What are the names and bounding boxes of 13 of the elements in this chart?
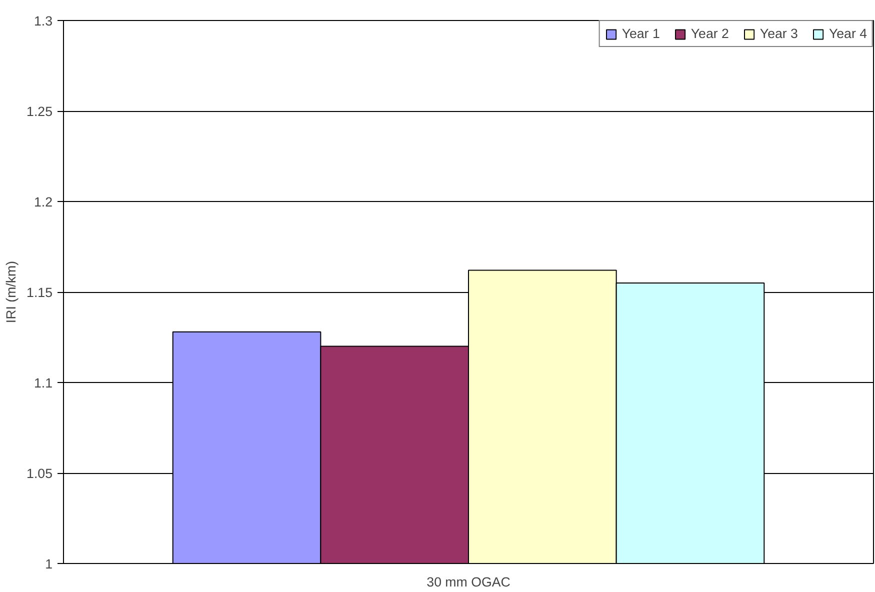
legend-label: Year 3 — [760, 26, 798, 41]
y-tick-label: 1.05 — [26, 466, 53, 481]
y-tick-label: 1 — [45, 556, 53, 572]
x-tick-label: 30 mm OGAC — [426, 574, 511, 590]
legend-label: Year 1 — [622, 26, 660, 41]
y-tick-label: 1.3 — [34, 14, 53, 28]
y-tick-label: 1.1 — [34, 376, 53, 390]
y-tick-label: 1.2 — [34, 194, 53, 210]
y-tick-label: 1.25 — [26, 104, 53, 119]
legend-label: Year 4 — [828, 26, 867, 41]
y-tick-label: 1.15 — [26, 285, 53, 300]
legend-label: Year 2 — [690, 26, 729, 41]
y-axis-title: IRI (m/km) — [4, 260, 19, 324]
